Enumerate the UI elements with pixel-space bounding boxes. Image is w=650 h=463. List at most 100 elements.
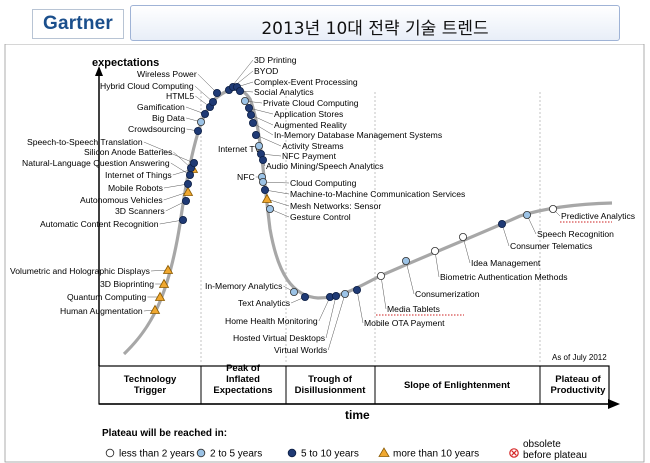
tech-natural-language-question-answering: Natural-Language Question Answering [22,158,194,180]
tech-mobile-robots: Mobile Robots [108,179,192,193]
phase-label-plateau-of-productivity: Plateau of Productivity [551,374,607,396]
phase-label-trough-of-disillusionment: Trough of Disillusionment [295,374,367,396]
tech-label-mobile-ota-payment: Mobile OTA Payment [364,318,445,328]
tech-label-virtual-worlds: Virtual Worlds [274,345,327,355]
tech-leader-augmented-reality [250,114,274,126]
tech-idea-management: Idea Management [458,232,541,268]
tech-activity-streams: Activity Streams [251,131,344,151]
tech-marker-3d-bioprinting [158,278,170,288]
tech-home-health-monitoring: Home Health Monitoring [225,292,334,326]
tech-label-silicon-anode-batteries: Silicon Anode Batteries [84,147,172,157]
tech-label-human-augmentation: Human Augmentation [60,306,143,316]
tech-marker-in-memory-database-management-systems [248,119,257,128]
phase-label-technology-trigger: Technology Trigger [124,374,177,396]
tech-leader-machine-to-machine-communication-services [264,189,290,195]
tech-label-byod: BYOD [254,66,278,76]
tech-leader-idea-management [462,236,471,264]
tech-leader-hosted-virtual-desktops [325,295,337,339]
legend-label-5-to-10-years: 5 to 10 years [301,449,359,460]
tech-marker-mobile-ota-payment [352,285,361,294]
tech-in-memory-analytics: In-Memory Analytics [205,281,298,296]
tech-speech-recognition: Speech Recognition [523,210,614,239]
tech-marker-cloud-computing [258,177,267,186]
header: Gartner 2013년 10대 전략 기술 트렌드 [0,0,650,44]
legend-item-obsolete-before-plateau: obsolete before plateau [509,439,587,461]
tech-marker-virtual-worlds [340,289,349,298]
title-banner: 2013년 10대 전략 기술 트렌드 [130,5,620,41]
tech-marker-media-tablets [376,271,385,280]
tech-internet-tv: Internet TV [218,142,263,154]
tech-marker-hosted-virtual-desktops [331,291,340,300]
legend-label-less-than-2-years: less than 2 years [119,449,195,460]
tech-leader-media-tablets [380,275,387,310]
tech-label-social-analytics: Social Analytics [254,87,314,97]
tech-marker-speech-to-speech-translation [189,159,198,168]
tech-crowdsourcing: Crowdsourcing [128,124,202,136]
tech-label-hosted-virtual-desktops: Hosted Virtual Desktops [233,333,325,343]
legend-item-more-than-10-years: more than 10 years [378,447,479,460]
legend-label-obsolete-before-plateau: obsolete before plateau [523,439,587,461]
tech-leader-mesh-networks-sensor [266,198,290,207]
tech-marker-machine-to-machine-communication-services [260,185,269,194]
tech-label-mobile-robots: Mobile Robots [108,183,163,193]
tech-marker-mobile-robots [183,179,192,188]
tech-big-data: Big Data [152,113,205,127]
tech-marker-augmented-reality [246,111,255,120]
phase-label-peak-of-inflated-expectations: Peak of Inflated Expectations [213,363,272,396]
tech-label-cloud-computing: Cloud Computing [290,178,357,188]
legend-item-5-to-10-years: 5 to 10 years [287,449,359,460]
tech-label-gesture-control: Gesture Control [290,212,351,222]
page-title: 2013년 10대 전략 기술 트렌드 [261,19,489,39]
tech-marker-speech-recognition [523,210,532,219]
tech-label-wireless-power: Wireless Power [137,69,197,79]
tech-hybrid-cloud-computing: Hybrid Cloud Computing [100,81,217,107]
tech-marker-wireless-power [212,89,221,98]
tech-text-analytics: Text Analytics [238,292,309,308]
tech-label-media-tablets: Media Tablets [387,304,440,314]
tech-marker-audio-mining-speech-analytics [258,156,267,165]
tech-marker-natural-language-question-answering [185,171,194,180]
tech-leader-wireless-power [197,73,218,94]
tech-label-speech-to-speech-translation: Speech-to-Speech Translation [27,137,143,147]
tech-marker-autonomous-vehicles [182,186,194,196]
tech-marker-gamification [200,110,209,119]
tech-human-augmentation: Human Augmentation [60,304,161,316]
tech-label-3d-bioprinting: 3D Bioprinting [100,279,154,289]
tech-audio-mining-speech-analytics: Audio Mining/Speech Analytics [258,156,384,171]
x-axis [98,365,620,409]
tech-label-html5: HTML5 [166,91,194,101]
tech-leader-cloud-computing [262,181,290,184]
tech-label-application-stores: Application Stores [274,109,343,119]
legend-item-less-than-2-years: less than 2 years [105,449,195,460]
tech-biometric-authentication-methods: Biometric Authentication Methods [430,246,568,282]
tech-leader-autonomous-vehicles [163,191,189,201]
tech-leader-activity-streams [255,134,282,147]
tech-label-autonomous-vehicles: Autonomous Vehicles [80,195,163,205]
tech-consumer-telematics: Consumer Telematics [497,219,592,251]
gartner-logo: Gartner [32,9,124,39]
tech-label-idea-management: Idea Management [471,258,541,268]
tech-marker-volumetric-and-holographic-displays [162,264,174,274]
tech-consumerization: Consumerization [401,256,480,299]
tech-virtual-worlds: Virtual Worlds [274,289,349,355]
tech-marker-internet-tv [254,142,263,151]
tech-label-automatic-content-recognition: Automatic Content Recognition [40,219,159,229]
tech-label-internet-of-things: Internet of Things [105,170,172,180]
phase-labels: Technology Trigger Peak of Inflated Expectat… [124,363,606,396]
tech-label-quantum-computing: Quantum Computing [67,292,147,302]
tech-mobile-ota-payment: Mobile OTA Payment [352,285,445,328]
tech-marker-3d-scanners [181,196,190,205]
tech-label-predictive-analytics: Predictive Analytics [561,211,635,221]
legend-triangle-icon [378,447,390,457]
tech-marker-text-analytics [300,292,309,301]
tech-marker-predictive-analytics [549,204,558,213]
tech-leader-mobile-robots [163,183,189,189]
tech-leader-hybrid-cloud-computing [194,85,214,103]
tech-marker-idea-management [458,232,467,241]
tech-application-stores: Application Stores [244,104,343,119]
tech-label-speech-recognition: Speech Recognition [537,229,614,239]
tech-label-3d-printing: 3D Printing [254,55,297,65]
tech-leader-mobile-ota-payment [356,289,364,324]
tech-label-mesh-networks-sensor: Mesh Networks: Sensor [290,201,381,211]
tech-marker-consumer-telematics [497,219,506,228]
